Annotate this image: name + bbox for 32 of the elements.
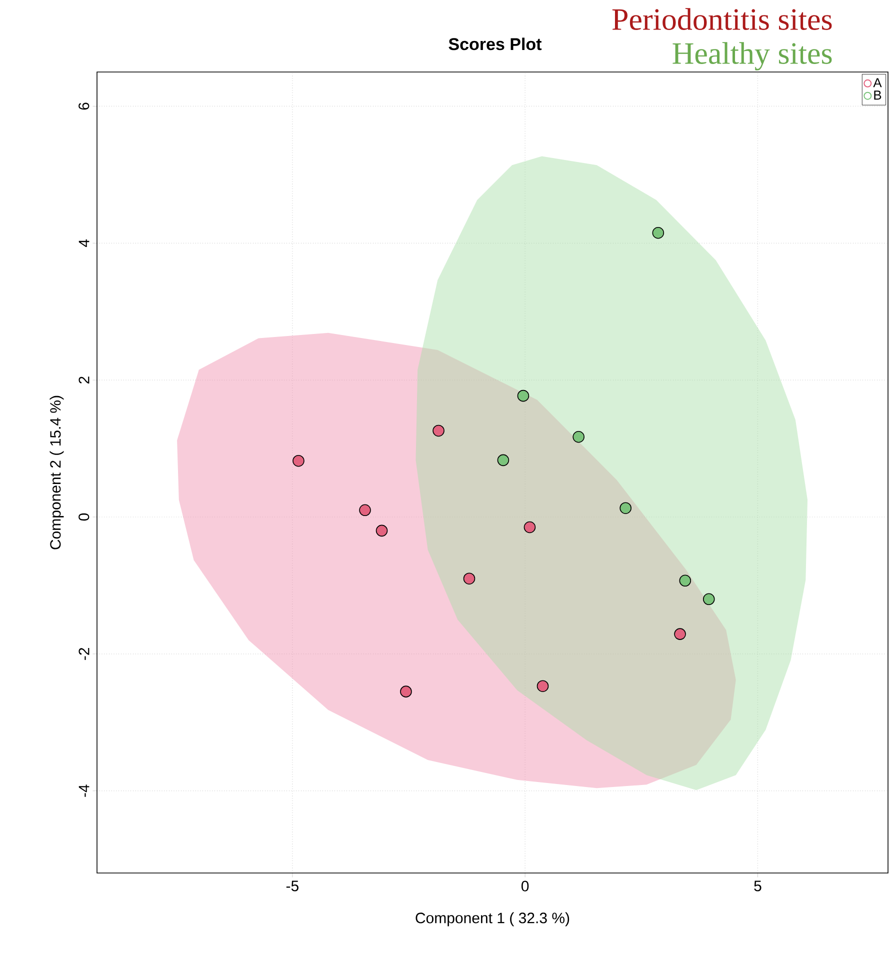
y-tick-label: -4 [78, 784, 90, 797]
point [679, 574, 692, 587]
point [497, 454, 510, 466]
y-tick-label: -2 [78, 648, 90, 660]
x-axis-title: Component 1 ( 32.3 %) [416, 912, 570, 926]
x-tick-label: 5 [754, 880, 762, 892]
y-tick-label: 0 [78, 513, 90, 521]
point [572, 430, 584, 443]
point [292, 454, 304, 467]
point [359, 504, 371, 516]
point [702, 593, 715, 606]
point [432, 424, 444, 437]
y-tick-label: 4 [78, 239, 90, 247]
text: Healthy sites [672, 42, 832, 70]
point [674, 628, 686, 640]
chart-title: Scores Plot [448, 38, 542, 50]
x-tick-label: -5 [286, 880, 298, 892]
legend-label: B [874, 90, 882, 100]
point [536, 680, 549, 692]
x-tick-label: 0 [521, 880, 529, 892]
point [620, 502, 632, 514]
legend-label: A [873, 78, 882, 88]
y-axis-title: Component 2 ( 15.4 %) [50, 396, 64, 550]
text: Periodontitis sites [612, 8, 832, 30]
y-tick-label: 6 [78, 102, 90, 110]
point [517, 390, 530, 402]
point [652, 226, 664, 239]
y-tick-label: 2 [78, 376, 90, 384]
point [400, 686, 412, 698]
point [463, 572, 476, 585]
point [524, 521, 536, 534]
point [376, 524, 388, 537]
